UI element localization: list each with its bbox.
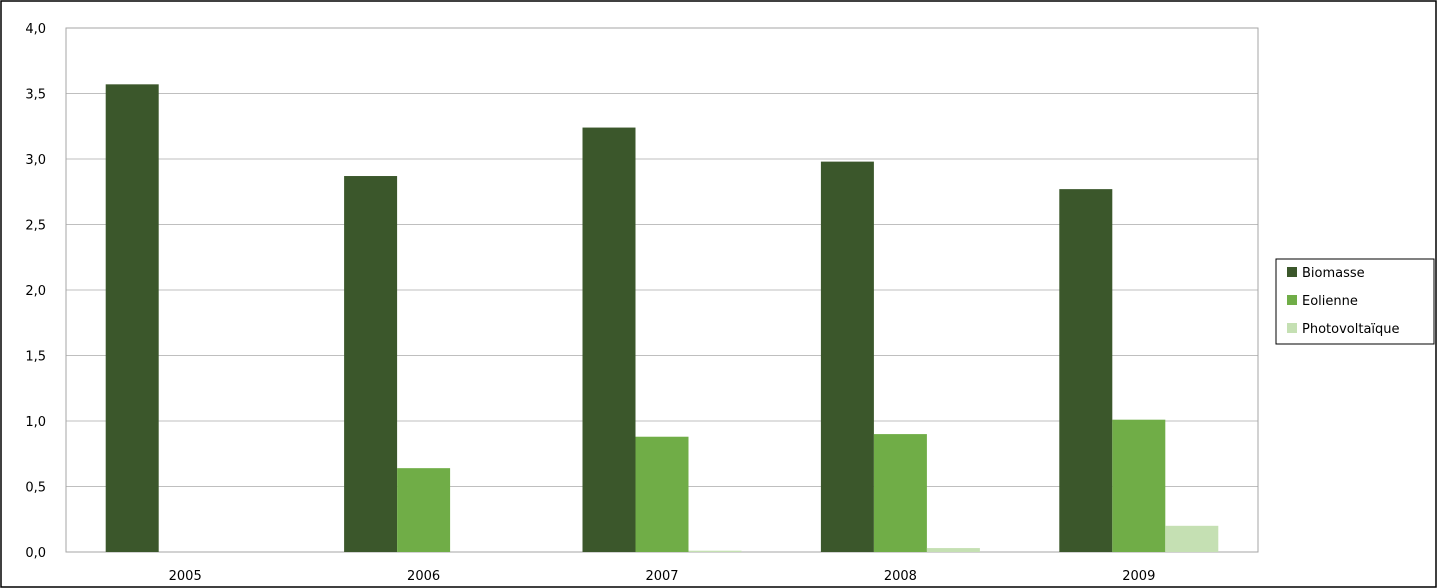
legend-label: Eolienne [1302, 294, 1358, 309]
bar-eolienne-2006 [397, 468, 451, 552]
legend-swatch [1287, 323, 1297, 333]
legend-swatch [1287, 295, 1297, 305]
legend-label: Photovoltaïque [1302, 322, 1400, 337]
y-tick-label: 4,0 [25, 22, 46, 37]
x-tick-label: 2006 [407, 569, 440, 584]
bar-eolienne-2009 [1112, 419, 1166, 552]
y-tick-label: 1,5 [25, 350, 46, 365]
bar-photovolta-que-2009 [1165, 525, 1219, 552]
x-tick-label: 2007 [645, 569, 678, 584]
y-tick-label: 1,0 [25, 415, 46, 430]
y-tick-label: 0,5 [25, 481, 46, 496]
chart-title [0, 0, 1437, 4]
bar-biomasse-2007 [582, 127, 636, 552]
bar-eolienne-2007 [635, 436, 689, 552]
y-tick-label: 2,5 [25, 219, 46, 234]
x-tick-label: 2005 [169, 569, 202, 584]
y-tick-label: 2,0 [25, 284, 46, 299]
bar-biomasse-2009 [1059, 189, 1113, 552]
x-tick-label: 2008 [884, 569, 917, 584]
y-tick-label: 0,0 [25, 546, 46, 561]
legend-swatch [1287, 267, 1297, 277]
bars [105, 84, 1219, 552]
legend-box [1275, 258, 1435, 345]
y-tick-label: 3,5 [25, 88, 46, 103]
bar-biomasse-2006 [344, 176, 398, 552]
y-axis-ticks: 0,0 0,5 1,0 1,5 2,0 2,5 3,0 3,5 4,0 [25, 22, 46, 561]
bar-eolienne-2008 [873, 434, 927, 552]
bar-photovolta-que-2008 [926, 548, 980, 552]
x-axis-ticks: 2005 2006 2007 2008 2009 [169, 569, 1156, 584]
legend-label: Biomasse [1302, 266, 1365, 281]
bar-biomasse-2008 [820, 161, 874, 552]
bar-photovolta-que-2007 [688, 550, 742, 552]
bar-biomasse-2005 [105, 84, 159, 552]
legend: Biomasse Eolienne Photovoltaïque [1275, 258, 1435, 345]
x-tick-label: 2009 [1122, 569, 1155, 584]
y-tick-label: 3,0 [25, 153, 46, 168]
